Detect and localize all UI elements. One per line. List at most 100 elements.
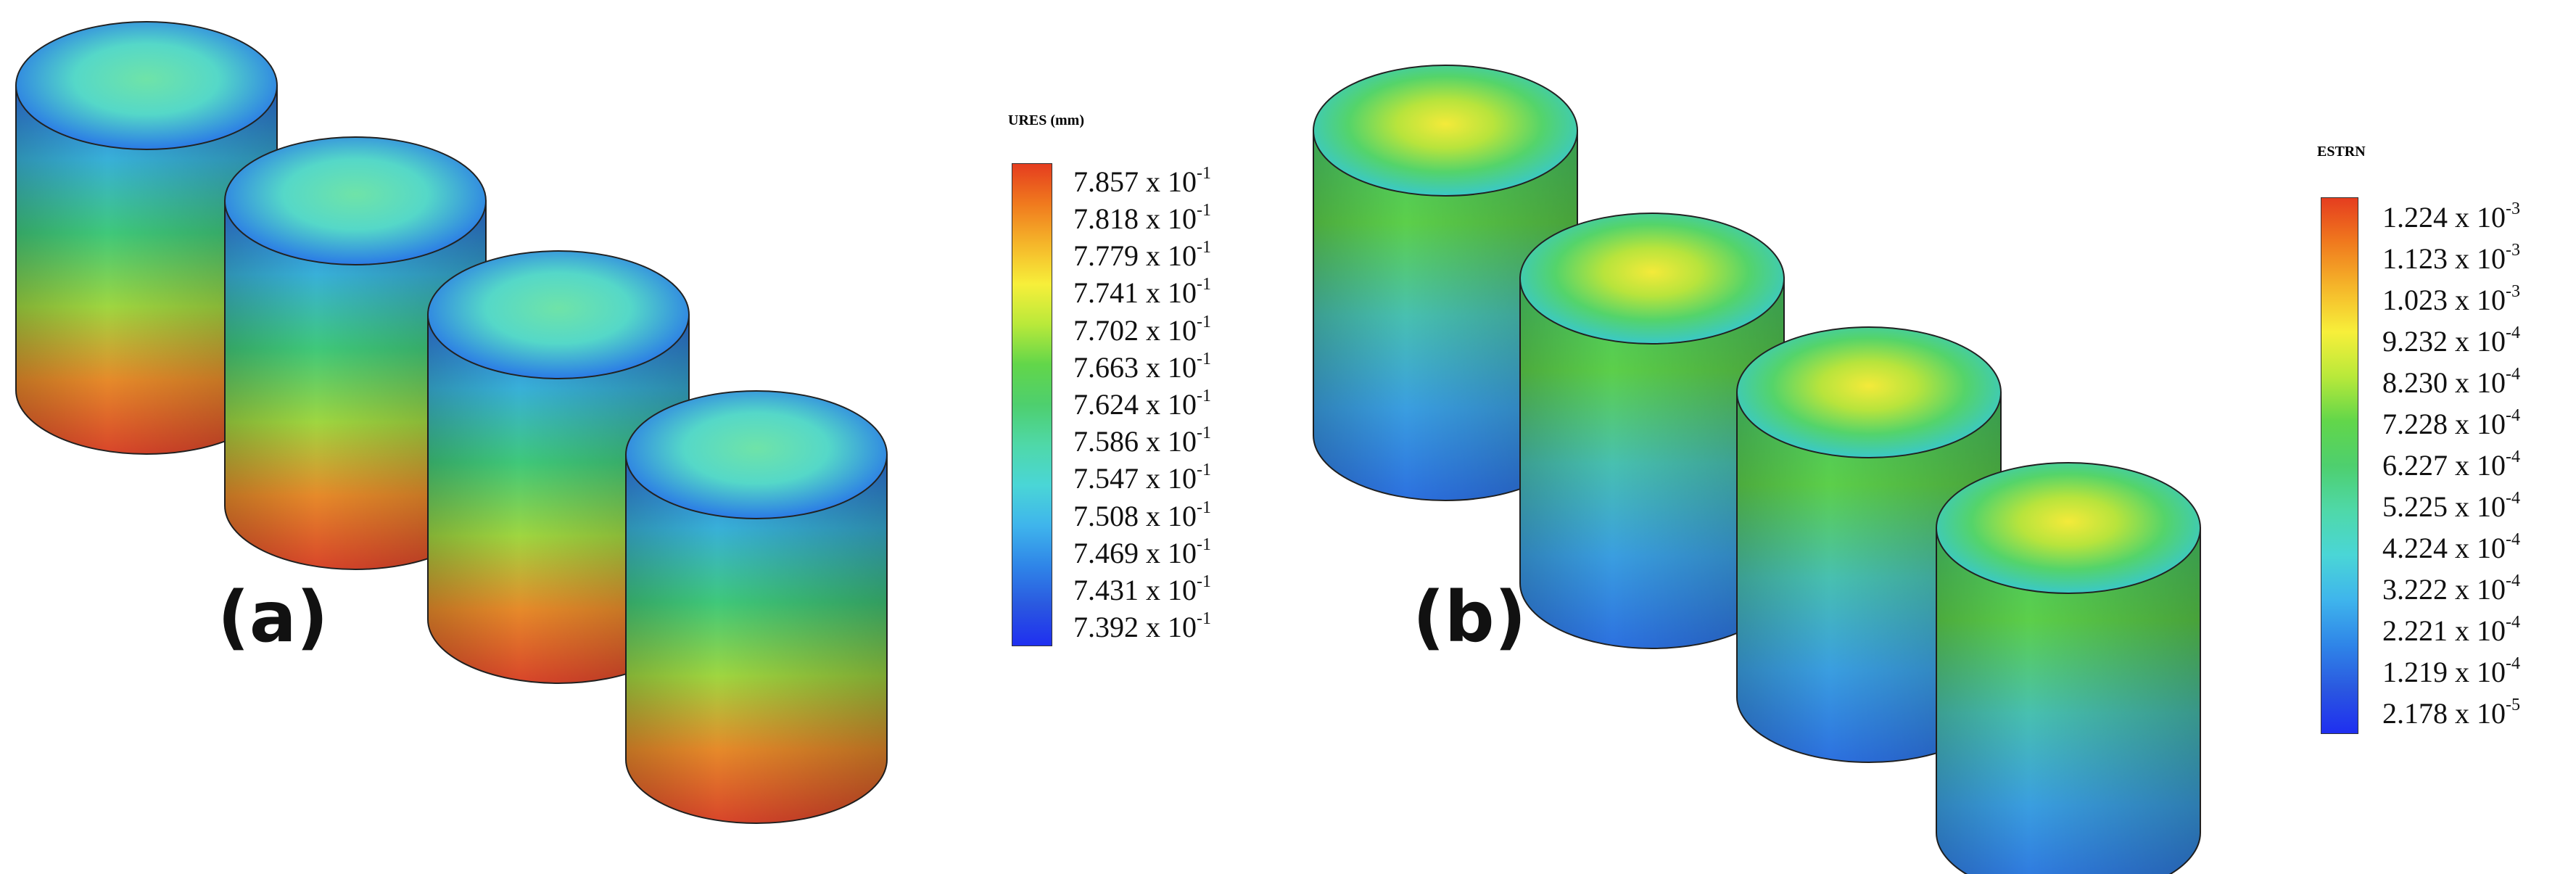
panel-a-colorbar-labels: 7.857 x 10-1 7.818 x 10-1 7.779 x 10-1 7.74… bbox=[1073, 163, 1247, 646]
panel-b-colorbar-tick-mantissa: 3.222 x 10 bbox=[2382, 572, 2506, 606]
panel-b-colorbar-tick-exponent: -5 bbox=[2506, 695, 2520, 714]
panel-a-colorbar-tick-exponent: -1 bbox=[1197, 609, 1211, 629]
panel-b-colorbar-tick-mantissa: 2.178 x 10 bbox=[2382, 696, 2506, 730]
panel-b-cylinder-3 bbox=[1736, 326, 2002, 763]
panel-a-cylinder-1-side-shading bbox=[16, 86, 277, 454]
panel-a-colorbar-tick-mantissa: 7.857 x 10 bbox=[1073, 165, 1197, 198]
panel-b-colorbar-tick-label: 2.221 x 10-4 bbox=[2382, 614, 2520, 647]
panel-a-cylinder-2-top bbox=[224, 136, 487, 265]
panel-a-colorbar-tick-label: 7.431 x 10-1 bbox=[1073, 573, 1211, 605]
panel-b-colorbar-tick-label: 9.232 x 10-4 bbox=[2382, 324, 2520, 358]
panel-b-cylinder-2-top bbox=[1519, 213, 1785, 345]
panel-b-cylinder-4-top bbox=[1936, 462, 2201, 594]
panel-b-colorbar-tick-label: 6.227 x 10-4 bbox=[2382, 448, 2520, 482]
panel-b-label: (b) bbox=[1413, 577, 1527, 658]
panel-b-colorbar-tick-mantissa: 1.023 x 10 bbox=[2382, 284, 2506, 317]
panel-a-colorbar-tick-label: 7.818 x 10-1 bbox=[1073, 202, 1211, 235]
panel-b-colorbar-tick-exponent: -4 bbox=[2506, 448, 2520, 466]
panel-a-colorbar-tick-label: 7.586 x 10-1 bbox=[1073, 424, 1211, 458]
panel-a-colorbar-tick-exponent: -1 bbox=[1197, 572, 1211, 592]
panel-a-colorbar-tick-label: 7.741 x 10-1 bbox=[1073, 276, 1211, 310]
panel-a-colorbar bbox=[1012, 163, 1052, 646]
panel-b-cylinder-3-side-shading bbox=[1737, 392, 2001, 762]
panel-b-colorbar-tick-mantissa: 9.232 x 10 bbox=[2382, 325, 2506, 358]
panel-b-colorbar-tick-exponent: -4 bbox=[2506, 612, 2520, 632]
panel-b-cylinder-4 bbox=[1936, 462, 2201, 874]
panel-a-legend-title: URES (mm) bbox=[1008, 112, 1084, 128]
panel-b-colorbar-tick-label: 2.178 x 10-5 bbox=[2382, 695, 2520, 730]
panel-b-colorbar-tick-exponent: -4 bbox=[2506, 323, 2520, 343]
panel-a-colorbar-tick-mantissa: 7.663 x 10 bbox=[1073, 350, 1197, 384]
panel-a-colorbar-tick-label: 7.392 x 10-1 bbox=[1073, 610, 1211, 644]
panel-b-cylinder-1-top bbox=[1313, 65, 1578, 197]
panel-b-cylinder-3-top bbox=[1736, 326, 2002, 458]
panel-a-cylinder-3-side-shading bbox=[428, 315, 689, 683]
panel-b-colorbar-tick-exponent: -4 bbox=[2506, 488, 2520, 508]
panel-b-colorbar bbox=[2321, 197, 2358, 734]
panel-a-colorbar-tick-label: 7.547 x 10-1 bbox=[1073, 461, 1211, 495]
panel-a-colorbar-tick-mantissa: 7.508 x 10 bbox=[1073, 499, 1197, 532]
panel-a-colorbar-tick-label: 7.508 x 10-1 bbox=[1073, 499, 1211, 532]
panel-b-colorbar-tick-mantissa: 8.230 x 10 bbox=[2382, 366, 2506, 400]
panel-a-colorbar-tick-mantissa: 7.741 x 10 bbox=[1073, 276, 1197, 310]
panel-a-colorbar-tick-exponent: -1 bbox=[1197, 387, 1211, 405]
panel-a-colorbar-tick-label: 7.857 x 10-1 bbox=[1073, 165, 1211, 198]
panel-a-colorbar-tick-mantissa: 7.702 x 10 bbox=[1073, 313, 1197, 347]
panel-b-colorbar-tick-label: 5.225 x 10-4 bbox=[2382, 488, 2520, 523]
panel-b-colorbar-tick-mantissa: 7.228 x 10 bbox=[2382, 408, 2506, 441]
panel-b-colorbar-tick-label: 4.224 x 10-4 bbox=[2382, 531, 2520, 564]
panel-b-colorbar-tick-mantissa: 5.225 x 10 bbox=[2382, 490, 2506, 523]
panel-a-colorbar-tick-mantissa: 7.779 x 10 bbox=[1073, 239, 1197, 273]
panel-b-colorbar-tick-label: 7.228 x 10-4 bbox=[2382, 407, 2520, 441]
panel-b-colorbar-tick-exponent: -4 bbox=[2506, 529, 2520, 549]
panel-a-cylinder-4-top bbox=[625, 390, 888, 519]
panel-a-colorbar-tick-mantissa: 7.818 x 10 bbox=[1073, 202, 1197, 235]
panel-b-colorbar-tick-exponent: -4 bbox=[2506, 654, 2520, 673]
panel-b-colorbar-tick-exponent: -4 bbox=[2506, 406, 2520, 426]
panel-a-cylinder-3-top bbox=[427, 250, 690, 379]
panel-b-colorbar-tick-exponent: -3 bbox=[2506, 282, 2520, 302]
panel-a-colorbar-tick-mantissa: 7.469 x 10 bbox=[1073, 536, 1197, 569]
panel-b-colorbar-tick-label: 1.224 x 10-3 bbox=[2382, 200, 2520, 234]
panel-a-cylinder-3 bbox=[427, 250, 690, 684]
panel-b-colorbar-tick-label: 8.230 x 10-4 bbox=[2382, 365, 2520, 400]
panel-a-colorbar-tick-mantissa: 7.547 x 10 bbox=[1073, 462, 1197, 495]
panel-a-colorbar-tick-label: 7.469 x 10-1 bbox=[1073, 536, 1211, 569]
panel-a-colorbar-tick-exponent: -1 bbox=[1197, 275, 1211, 294]
panel-a-colorbar-tick-exponent: -1 bbox=[1197, 238, 1211, 257]
panel-b-colorbar-tick-mantissa: 2.221 x 10 bbox=[2382, 614, 2506, 647]
panel-a-cylinder-group bbox=[15, 21, 888, 824]
panel-a-label: (a) bbox=[218, 577, 329, 658]
panel-a-colorbar-tick-mantissa: 7.586 x 10 bbox=[1073, 425, 1197, 458]
panel-b-colorbar-tick-label: 1.023 x 10-3 bbox=[2382, 283, 2520, 317]
panel-b-colorbar-tick-mantissa: 1.123 x 10 bbox=[2382, 242, 2506, 276]
panel-a-cylinder-2-side-shading bbox=[225, 201, 486, 569]
panel-b-colorbar-tick-label: 1.123 x 10-3 bbox=[2382, 241, 2520, 276]
panel-b-cylinder-1 bbox=[1313, 65, 1578, 501]
panel-b-colorbar-tick-exponent: -4 bbox=[2506, 365, 2520, 384]
panel-b-colorbar-tick-label: 3.222 x 10-4 bbox=[2382, 572, 2520, 606]
panel-b-cylinder-2 bbox=[1519, 213, 1785, 649]
panel-a-colorbar-tick-exponent: -1 bbox=[1197, 535, 1211, 554]
panel-a-colorbar-tick-exponent: -1 bbox=[1197, 349, 1211, 368]
panel-b-colorbar-tick-exponent: -3 bbox=[2506, 199, 2520, 219]
panel-b-colorbar-tick-mantissa: 4.224 x 10 bbox=[2382, 531, 2506, 564]
panel-b-colorbar-tick-exponent: -3 bbox=[2506, 241, 2520, 260]
panel-a-colorbar-tick-mantissa: 7.624 x 10 bbox=[1073, 388, 1197, 421]
panel-a-colorbar-tick-exponent: -1 bbox=[1197, 461, 1211, 480]
panel-a-cylinder-1 bbox=[15, 21, 278, 455]
panel-b-colorbar-tick-mantissa: 6.227 x 10 bbox=[2382, 449, 2506, 482]
panel-a-colorbar-tick-mantissa: 7.392 x 10 bbox=[1073, 611, 1197, 644]
panel-b-colorbar-tick-mantissa: 1.224 x 10 bbox=[2382, 201, 2506, 234]
panel-a-colorbar-tick-label: 7.779 x 10-1 bbox=[1073, 239, 1211, 273]
panel-b-colorbar-tick-mantissa: 1.219 x 10 bbox=[2382, 655, 2506, 688]
panel-b-cylinder-group bbox=[1313, 65, 2201, 874]
panel-b-cylinder-1-side-shading bbox=[1313, 131, 1577, 500]
panel-a-cylinder-4-side-shading bbox=[626, 455, 887, 823]
panel-a-colorbar-tick-exponent: -1 bbox=[1197, 312, 1211, 331]
panel-a-colorbar-tick-label: 7.702 x 10-1 bbox=[1073, 312, 1211, 347]
panel-a-cylinder-1-top bbox=[15, 21, 278, 150]
panel-a-colorbar-tick-exponent: -1 bbox=[1197, 498, 1211, 517]
panel-b-cylinder-4-side-shading bbox=[1936, 528, 2200, 874]
